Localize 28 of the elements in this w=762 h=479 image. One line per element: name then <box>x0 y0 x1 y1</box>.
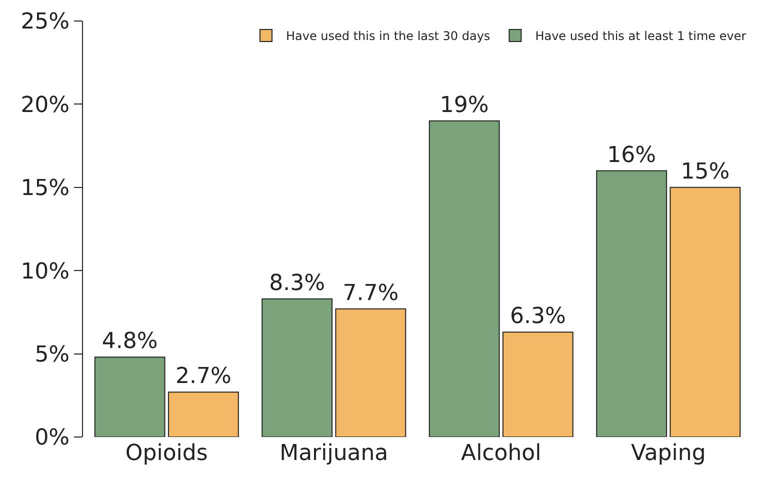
data-label: 7.7% <box>342 280 399 306</box>
data-label: 6.3% <box>510 304 566 330</box>
data-label: 19% <box>440 92 489 118</box>
y-tick-label: 5% <box>34 342 70 368</box>
y-tick-label: 20% <box>20 92 70 118</box>
data-label: 15% <box>680 159 730 184</box>
bar <box>168 392 239 437</box>
data-label: 2.7% <box>175 364 232 390</box>
y-tick-label: 10% <box>20 259 70 284</box>
x-tick-label: Alcohol <box>461 441 542 466</box>
data-label: 16% <box>607 142 656 168</box>
bar <box>262 298 333 437</box>
y-tick-label: 15% <box>20 176 70 202</box>
legend-label: Have used this at least 1 time ever <box>535 29 746 44</box>
data-label: 8.3% <box>269 270 326 296</box>
bar <box>335 308 406 437</box>
bar <box>502 332 574 437</box>
y-tick-label: 0% <box>34 426 70 451</box>
y-tick-label: 25% <box>20 10 70 35</box>
x-tick-label: Opioids <box>125 441 208 466</box>
data-label: 4.8% <box>102 329 158 354</box>
bar <box>428 120 500 437</box>
bar <box>596 170 668 437</box>
bar <box>670 186 741 437</box>
bar <box>94 356 166 437</box>
legend-label: Have used this in the last 30 days <box>286 29 490 44</box>
x-tick-label: Marijuana <box>280 441 388 466</box>
x-tick-label: Vaping <box>630 441 706 466</box>
